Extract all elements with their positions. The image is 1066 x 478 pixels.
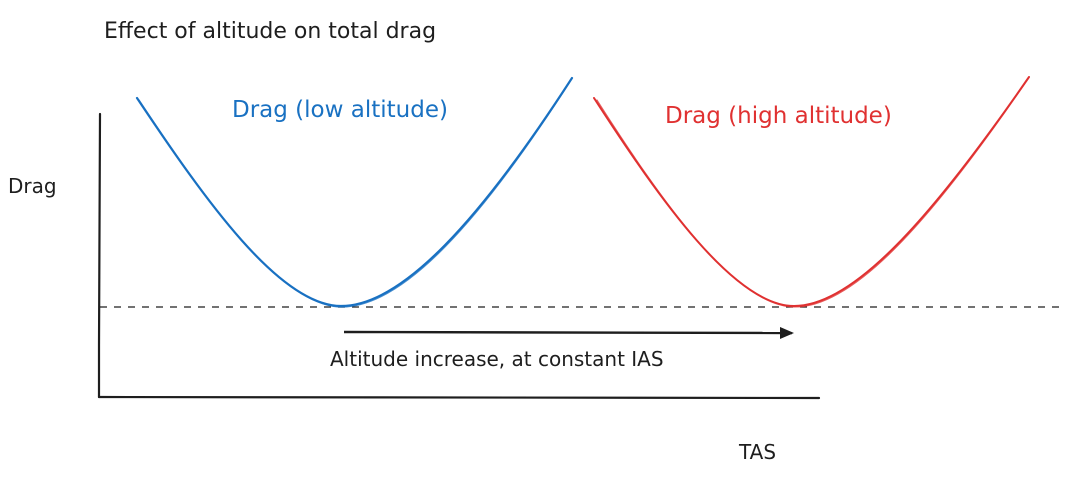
x-axis-label: TAS — [738, 440, 776, 464]
high-altitude-label: Drag (high altitude) — [665, 103, 892, 129]
x-axis-line — [97, 395, 821, 400]
diagram-title: Effect of altitude on total drag — [104, 19, 436, 44]
altitude-increase-label: Altitude increase, at constant IAS — [330, 347, 664, 371]
y-axis-label: Drag — [8, 174, 57, 198]
drag-curve-high-altitude-sketch-stroke — [596, 78, 1029, 308]
y-axis-line — [97, 112, 102, 399]
altitude-increase-arrow — [343, 326, 794, 339]
low-altitude-label: Drag (low altitude) — [232, 97, 448, 123]
drag-curve-high-altitude — [593, 76, 1030, 308]
drag-curve-low-altitude-sketch-stroke — [138, 79, 572, 308]
